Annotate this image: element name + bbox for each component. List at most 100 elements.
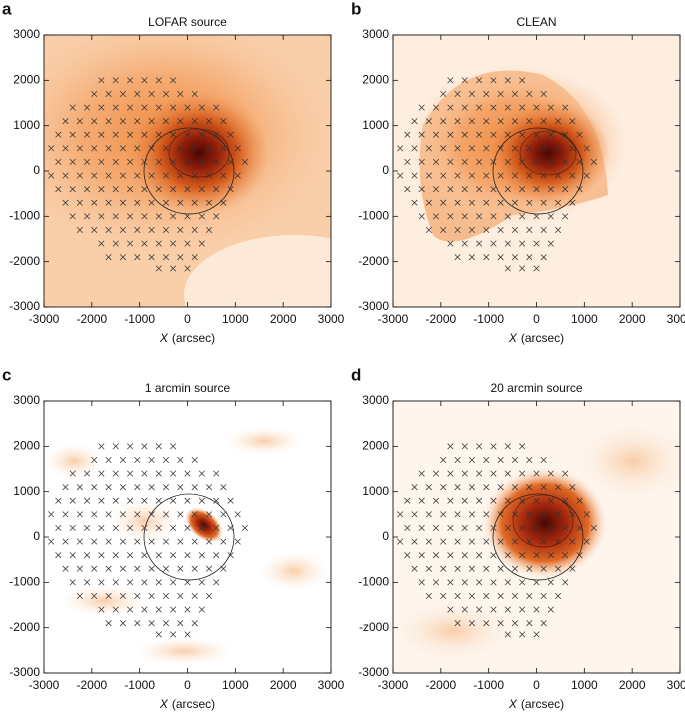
station-marker <box>162 145 170 152</box>
y-tick-label: 3000 <box>362 393 389 407</box>
x-tick-label: 3000 <box>318 312 345 326</box>
station-marker <box>483 538 490 545</box>
station-marker <box>191 620 198 627</box>
station-marker <box>504 77 511 84</box>
station-marker <box>112 524 119 531</box>
station-marker <box>119 90 126 97</box>
station-marker <box>547 606 554 613</box>
x-axis-unit: (arcsec) <box>521 697 564 711</box>
station-marker <box>533 631 540 638</box>
station-marker <box>69 552 76 559</box>
station-marker <box>497 254 504 261</box>
y-tick-label: -1000 <box>9 575 40 589</box>
station-marker <box>554 592 562 599</box>
station-marker <box>519 131 526 138</box>
x-tick-label: -3000 <box>378 312 409 326</box>
station-marker <box>162 118 170 125</box>
station-marker <box>141 606 148 613</box>
y-tick-label: -2000 <box>9 254 40 268</box>
station-marker <box>234 145 241 152</box>
station-marker <box>141 240 148 247</box>
station-marker <box>533 186 540 193</box>
panel: -3000 -2000 -1000 0 1000 2000 3000 -3000 -2000 -1… <box>351 0 685 345</box>
station-marker <box>497 620 504 627</box>
station-marker <box>411 511 418 518</box>
station-marker <box>497 145 504 152</box>
station-marker <box>432 579 440 586</box>
station-marker <box>134 456 141 463</box>
station-marker <box>483 199 490 206</box>
station-marker <box>170 240 177 247</box>
station-marker <box>227 131 234 138</box>
station-marker <box>170 186 177 193</box>
heatmap <box>44 35 331 307</box>
station-marker <box>83 579 91 586</box>
station-marker <box>432 524 440 531</box>
station-marker <box>576 524 583 531</box>
station-marker <box>141 158 148 165</box>
station-marker <box>504 240 511 247</box>
station-marker <box>62 511 69 518</box>
station-marker <box>447 470 454 477</box>
station-marker <box>526 254 533 261</box>
station-marker <box>191 484 198 491</box>
station-marker <box>98 158 105 165</box>
station-marker <box>148 592 155 599</box>
station-marker <box>447 186 454 193</box>
station-marker <box>213 213 220 220</box>
station-marker <box>447 104 454 111</box>
station-marker <box>134 592 141 599</box>
panel-letter: d <box>351 365 361 384</box>
station-marker <box>141 213 148 220</box>
station-marker <box>519 158 526 165</box>
x-axis-label: X (arcsec) <box>508 697 564 711</box>
station-marker <box>119 199 126 206</box>
station-marker <box>205 118 213 125</box>
station-marker <box>227 552 234 559</box>
station-marker <box>112 606 119 613</box>
station-marker <box>55 497 62 504</box>
station-marker <box>55 524 62 531</box>
station-marker <box>432 497 440 504</box>
station-marker <box>526 484 533 491</box>
station-marker <box>440 199 447 206</box>
station-marker <box>590 524 597 531</box>
station-marker <box>127 186 134 193</box>
station-marker <box>162 565 170 572</box>
station-marker <box>105 484 112 491</box>
station-marker <box>440 456 447 463</box>
station-marker <box>98 104 105 111</box>
station-marker <box>127 77 134 84</box>
station-marker <box>490 524 497 531</box>
panel-title: 1 arcmin source <box>145 381 231 395</box>
station-marker <box>547 131 554 138</box>
station-marker <box>490 579 497 586</box>
station-marker <box>134 565 141 572</box>
station-marker <box>119 538 126 545</box>
station-marker <box>490 497 497 504</box>
station-marker <box>62 172 69 179</box>
station-marker <box>411 118 418 125</box>
station-marker <box>69 524 76 531</box>
station-marker <box>98 240 105 247</box>
x-tick-label: -3000 <box>29 678 60 692</box>
station-marker <box>227 158 234 165</box>
station-marker <box>184 524 191 531</box>
panel-letter: c <box>2 365 11 384</box>
station-marker <box>511 226 519 233</box>
station-marker <box>191 456 198 463</box>
station-marker <box>112 497 119 504</box>
y-tick-label: -3000 <box>358 665 389 679</box>
x-tick-label: 2000 <box>270 678 297 692</box>
station-marker <box>119 145 126 152</box>
station-marker <box>184 213 191 220</box>
station-marker <box>127 213 134 220</box>
station-marker <box>440 565 447 572</box>
station-marker <box>483 254 490 261</box>
station-marker <box>583 172 590 179</box>
station-marker <box>155 631 162 638</box>
station-marker <box>461 186 468 193</box>
y-tick-label: 0 <box>33 529 40 543</box>
x-axis-variable: X <box>508 697 518 711</box>
station-marker <box>569 511 576 518</box>
